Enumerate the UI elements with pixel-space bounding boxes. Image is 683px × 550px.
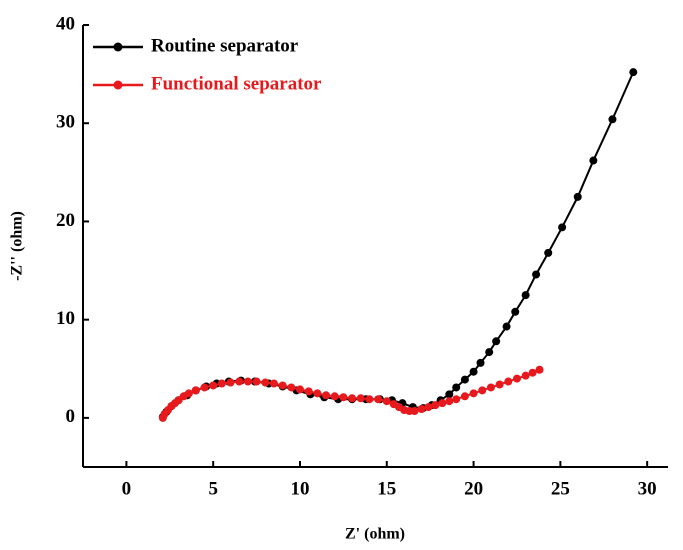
y-tick-label: 10 — [56, 308, 75, 329]
data-point — [287, 383, 296, 392]
data-point — [469, 389, 478, 398]
data-point — [226, 378, 235, 387]
data-point — [512, 374, 521, 383]
data-point — [558, 223, 567, 232]
data-point — [492, 337, 501, 346]
data-point — [478, 386, 487, 395]
x-tick-label: 25 — [551, 478, 570, 499]
data-point — [589, 156, 598, 165]
x-tick-label: 5 — [208, 478, 218, 499]
data-point — [532, 270, 541, 279]
x-axis-label: Z' (ohm) — [345, 526, 405, 543]
legend-marker — [113, 42, 123, 52]
data-point — [460, 392, 469, 401]
data-point — [261, 378, 270, 387]
data-point — [410, 407, 419, 416]
y-tick-label: 0 — [66, 406, 76, 427]
x-tick-label: 20 — [464, 478, 483, 499]
data-point — [313, 389, 322, 398]
data-point — [348, 394, 357, 403]
data-point — [544, 248, 553, 257]
data-point — [573, 192, 582, 201]
data-point — [417, 405, 426, 414]
data-point — [495, 380, 504, 389]
x-tick-label: 0 — [122, 478, 132, 499]
data-point — [608, 115, 617, 124]
data-point — [365, 395, 374, 404]
data-point — [269, 379, 278, 388]
data-point — [184, 389, 193, 398]
data-point — [424, 403, 433, 412]
data-point — [295, 385, 304, 394]
data-point — [330, 392, 339, 401]
x-tick-label: 10 — [290, 478, 309, 499]
legend-label: Routine separator — [151, 35, 299, 56]
legend-marker — [113, 80, 123, 90]
data-point — [476, 358, 485, 367]
data-point — [445, 390, 454, 399]
series-line — [161, 368, 540, 419]
data-point — [339, 393, 348, 402]
data-point — [243, 377, 252, 386]
y-tick-label: 20 — [56, 210, 75, 231]
x-tick-label: 15 — [377, 478, 396, 499]
data-point — [191, 386, 200, 395]
data-point — [629, 68, 638, 77]
data-point — [200, 383, 209, 392]
data-point — [235, 377, 244, 386]
data-point — [521, 371, 530, 380]
y-tick-label: 40 — [56, 13, 75, 34]
data-point — [356, 394, 365, 403]
data-point — [209, 381, 218, 390]
data-point — [504, 377, 513, 386]
data-point — [486, 383, 495, 392]
data-point — [252, 377, 261, 386]
data-point — [511, 307, 520, 316]
data-point — [278, 381, 287, 390]
data-point — [528, 368, 537, 377]
legend-label: Functional separator — [151, 73, 322, 94]
data-point — [452, 383, 461, 392]
data-point — [469, 367, 478, 376]
data-point — [445, 397, 454, 406]
series-line — [162, 71, 635, 418]
data-point — [502, 322, 511, 331]
data-point — [431, 401, 440, 410]
data-point — [217, 379, 226, 388]
data-point — [322, 391, 331, 400]
x-tick-label: 30 — [638, 478, 657, 499]
y-axis-label: -Z'' (ohm) — [9, 211, 26, 281]
data-point — [304, 387, 313, 396]
data-point — [485, 348, 494, 357]
data-point — [382, 397, 391, 406]
data-point — [438, 399, 447, 408]
data-point — [452, 395, 461, 404]
y-tick-label: 30 — [56, 112, 75, 133]
data-point — [521, 291, 530, 300]
data-point — [374, 395, 383, 404]
data-point — [460, 375, 469, 384]
data-point — [535, 365, 544, 374]
